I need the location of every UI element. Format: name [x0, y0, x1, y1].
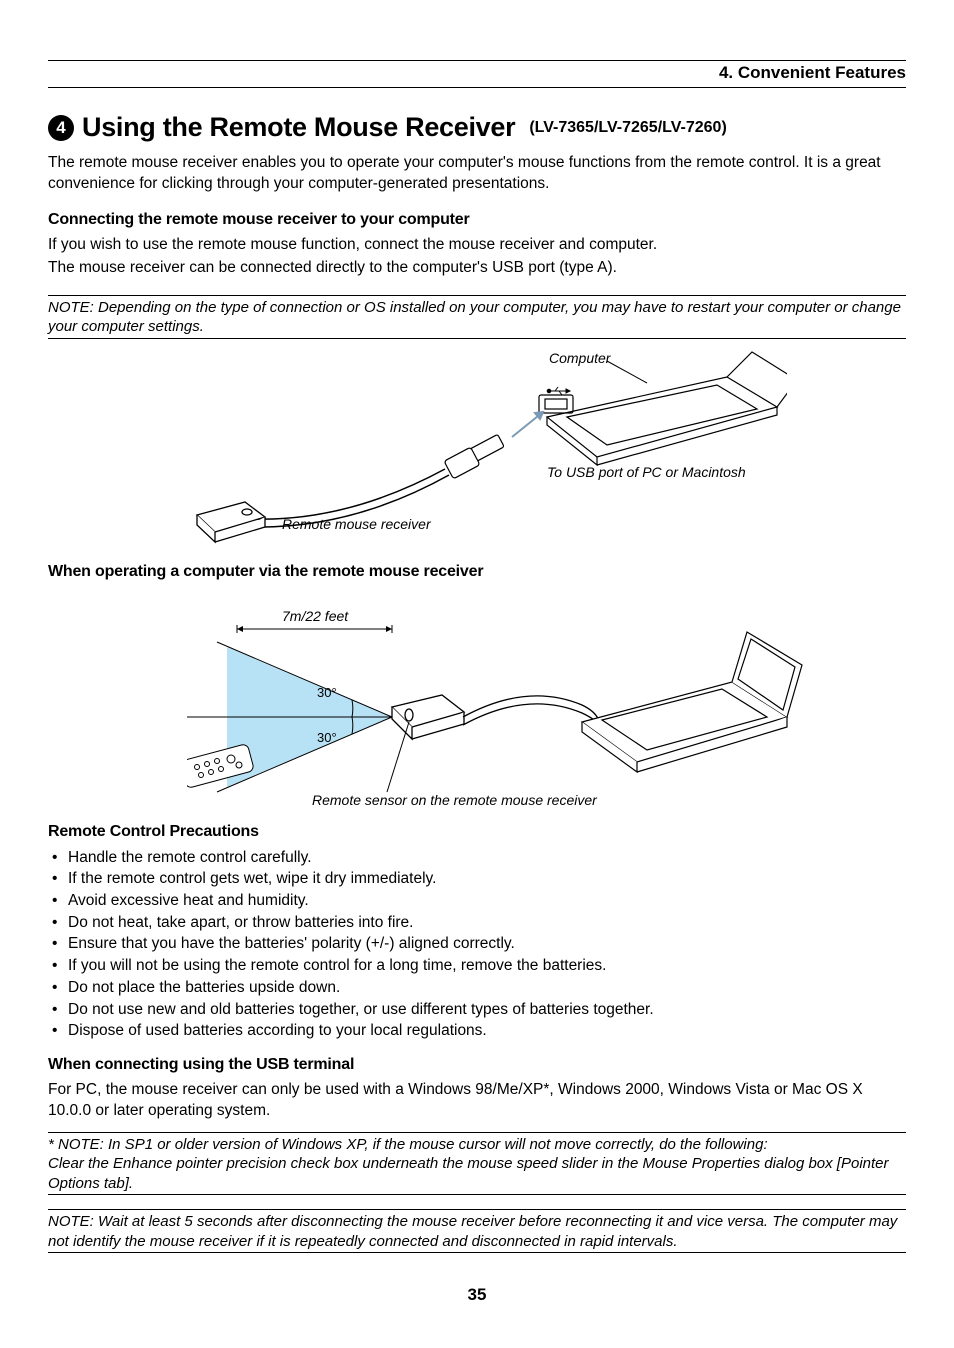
list-item: Do not place the batteries upside down. — [68, 977, 906, 999]
precautions-list: Handle the remote control carefully. If … — [48, 847, 906, 1042]
list-item: Dispose of used batteries according to y… — [68, 1020, 906, 1042]
section-number-badge: 4 — [48, 115, 74, 141]
list-item: Do not use new and old batteries togethe… — [68, 999, 906, 1021]
header-top-rule — [48, 60, 906, 61]
usb-note2: NOTE: Wait at least 5 seconds after disc… — [48, 1210, 906, 1253]
connect-note: NOTE: Depending on the type of connectio… — [48, 296, 906, 339]
angle-upper: 30° — [317, 685, 337, 700]
main-heading: 4 Using the Remote Mouse Receiver (LV-73… — [48, 112, 906, 143]
list-item: Avoid excessive heat and humidity. — [68, 890, 906, 912]
sensor-label: Remote sensor on the remote mouse receiv… — [312, 792, 598, 807]
intro-paragraph: The remote mouse receiver enables you to… — [48, 153, 906, 195]
diagram-range: 30° 30° 7m/22 feet — [48, 587, 906, 807]
list-item: If the remote control gets wet, wipe it … — [68, 868, 906, 890]
list-item: If you will not be using the remote cont… — [68, 955, 906, 977]
list-item: Do not heat, take apart, or throw batter… — [68, 912, 906, 934]
list-item: Ensure that you have the batteries' pola… — [68, 933, 906, 955]
main-title: Using the Remote Mouse Receiver — [82, 112, 515, 143]
diagram1-usb-label: To USB port of PC or Macintosh — [547, 464, 746, 480]
usb-body: For PC, the mouse receiver can only be u… — [48, 1080, 906, 1122]
distance-label: 7m/22 feet — [282, 608, 349, 624]
angle-lower: 30° — [317, 730, 337, 745]
section-header: 4. Convenient Features — [48, 63, 906, 88]
diagram-connection: Computer To USB port of PC or Macintosh … — [48, 347, 906, 547]
page-number: 35 — [48, 1285, 906, 1305]
diagram1-computer-label: Computer — [549, 350, 612, 366]
list-item: Handle the remote control carefully. — [68, 847, 906, 869]
connect-heading: Connecting the remote mouse receiver to … — [48, 211, 906, 229]
usb-heading: When connecting using the USB terminal — [48, 1056, 906, 1074]
connect-p1: If you wish to use the remote mouse func… — [48, 235, 906, 256]
connect-p2: The mouse receiver can be connected dire… — [48, 258, 906, 279]
main-title-suffix: (LV-7365/LV-7265/LV-7260) — [529, 119, 726, 137]
usb-note1: * NOTE: In SP1 or older version of Windo… — [48, 1133, 906, 1196]
diagram1-receiver-label: Remote mouse receiver — [282, 516, 432, 532]
precautions-heading: Remote Control Precautions — [48, 823, 906, 841]
operate-heading: When operating a computer via the remote… — [48, 563, 906, 581]
